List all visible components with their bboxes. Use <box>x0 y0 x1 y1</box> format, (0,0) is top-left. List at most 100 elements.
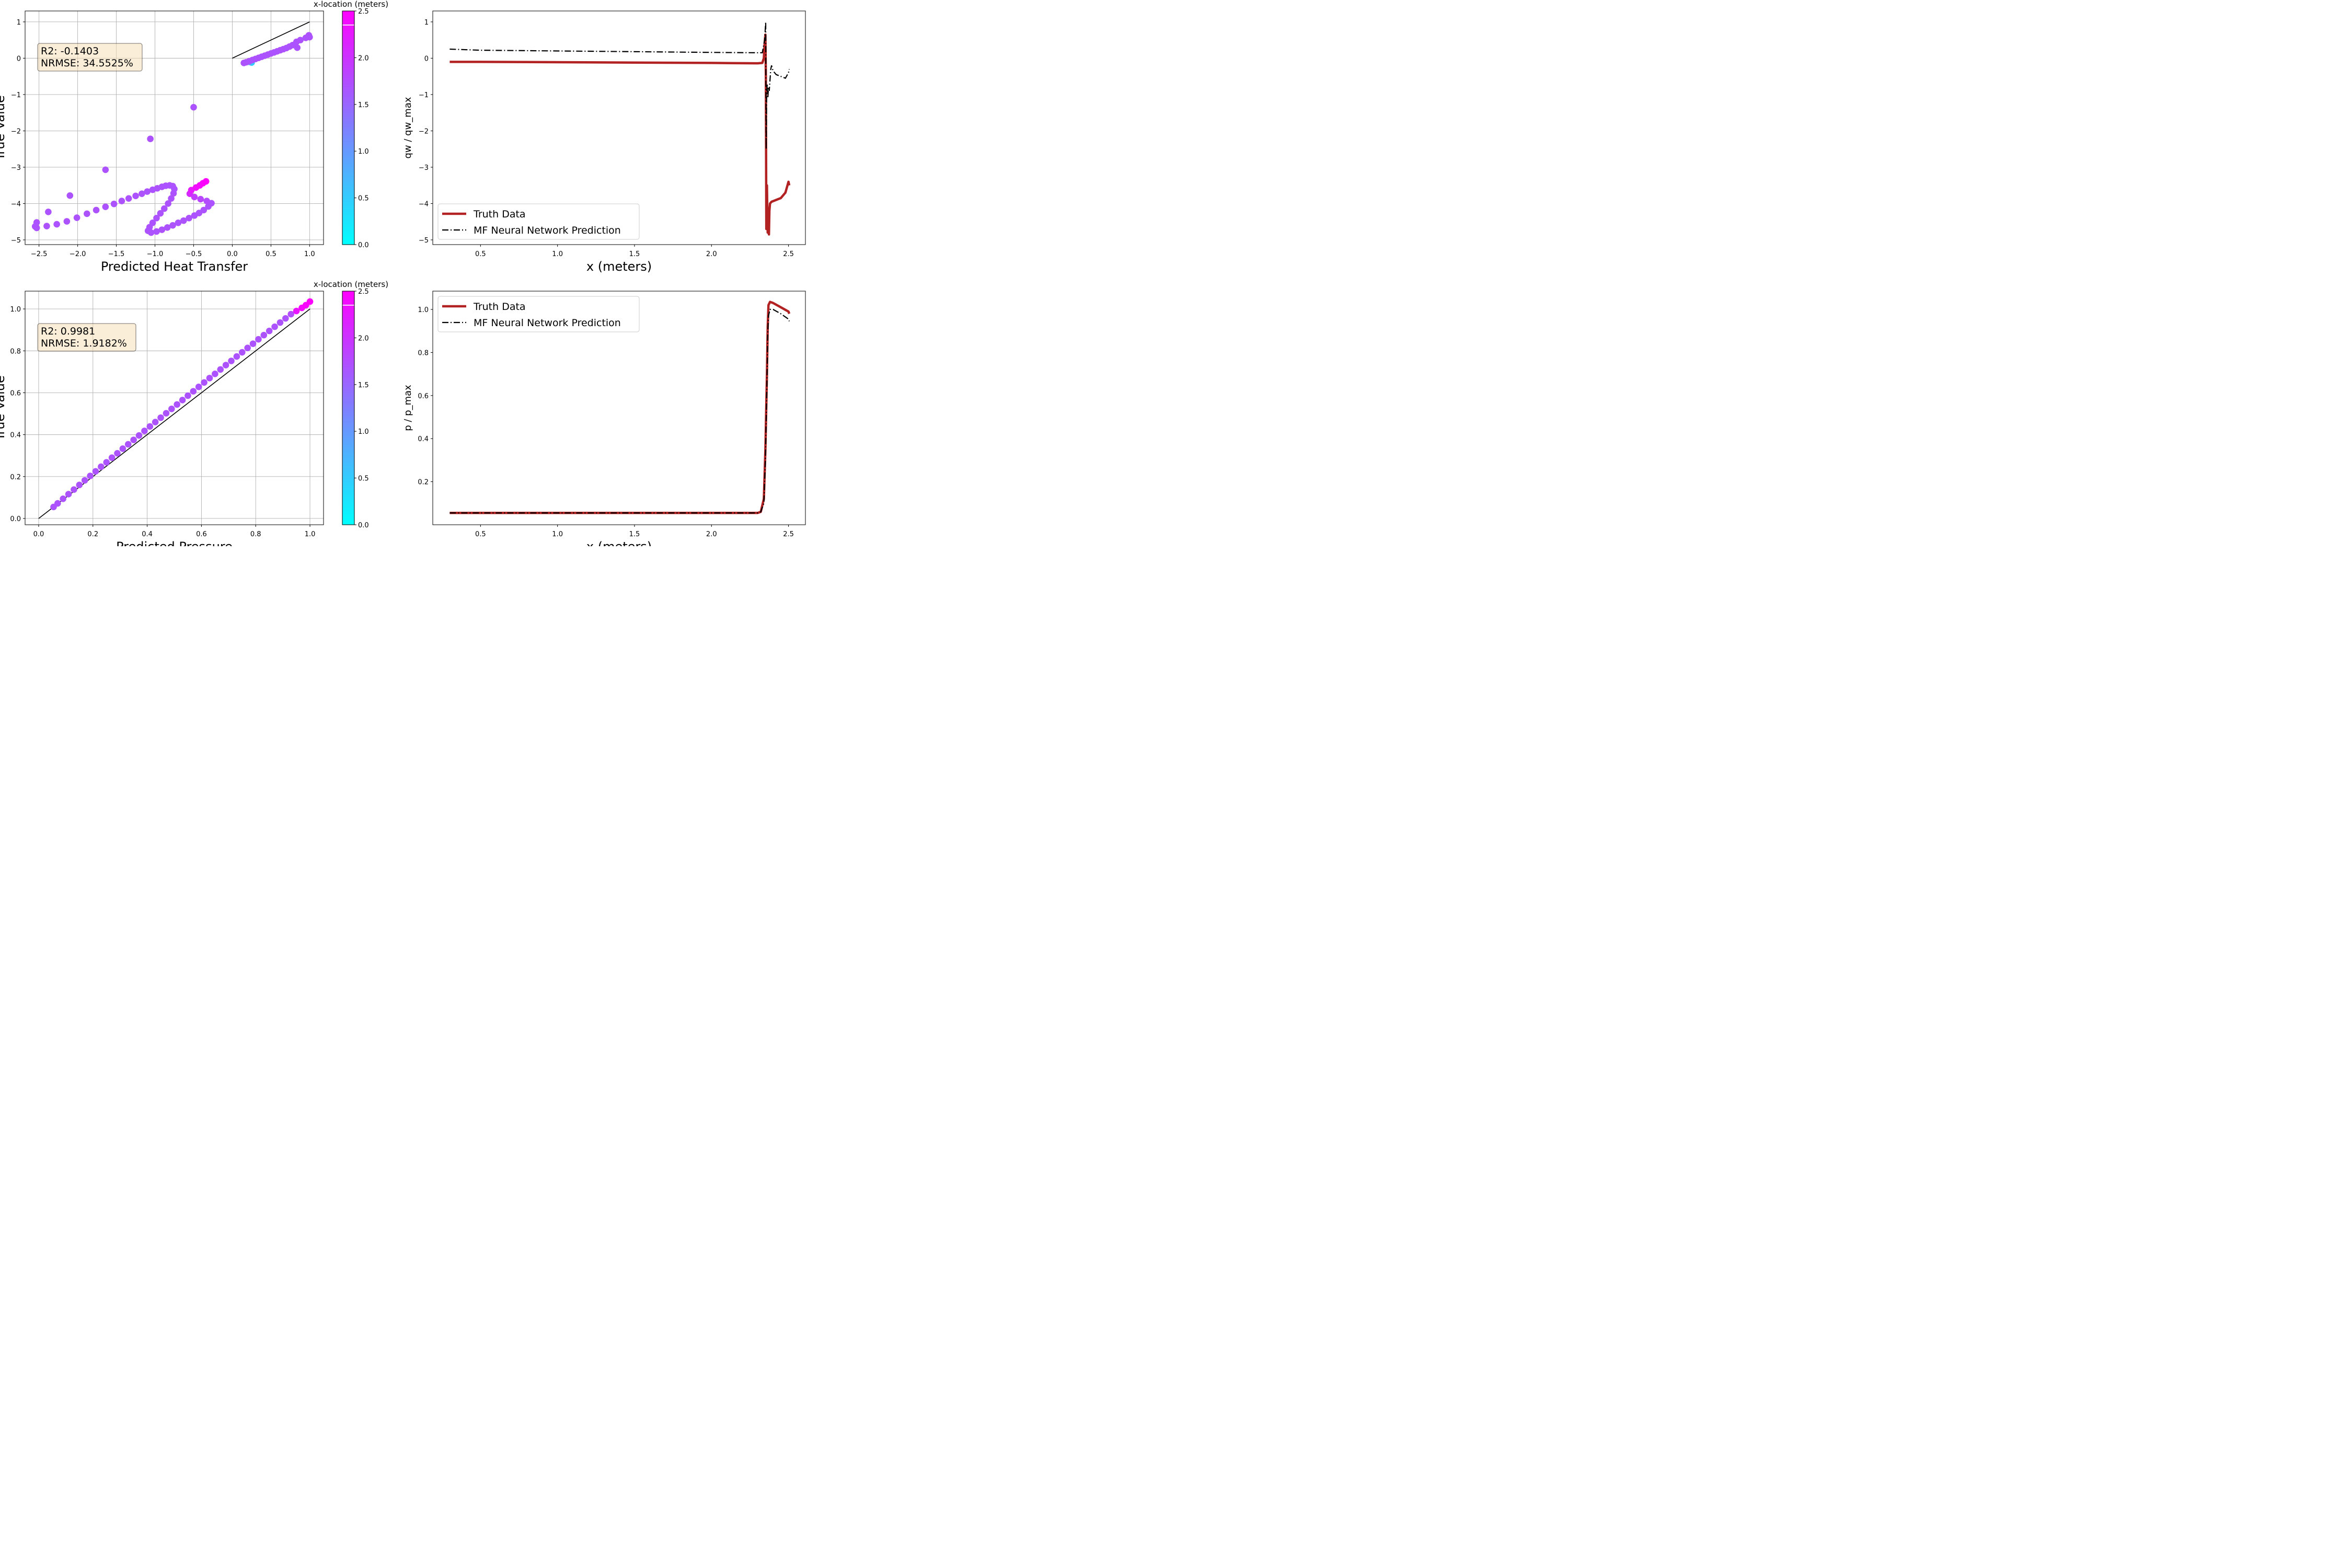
scatter-point <box>294 44 301 51</box>
scatter-point <box>54 500 61 507</box>
colorbar-frame <box>342 10 355 245</box>
scatter-point <box>297 37 304 43</box>
y-axis-label: p / p_max <box>402 385 413 431</box>
scatter-point <box>228 358 235 364</box>
scatter-point <box>84 210 90 217</box>
scatter-point <box>147 135 154 143</box>
x-axis-label: Predicted Heat Transfer <box>101 259 248 274</box>
plot-area <box>38 298 314 519</box>
x-axis-label: x (meters) <box>586 259 652 274</box>
panel-top-left: −2.5 −2.0 −1.5 −1.0 −0.5 0.0 0.5 1.0 −5 −4 −3 −2 −1 0… <box>0 0 388 274</box>
x-tick-label: 0.8 <box>250 531 261 538</box>
scatter-point <box>186 214 192 222</box>
scatter-point <box>276 319 284 326</box>
y-tick-label: 0.4 <box>418 435 429 443</box>
scatter-point <box>125 195 132 202</box>
scatter-point <box>158 226 166 233</box>
scatter-point <box>53 221 60 228</box>
axes-frame <box>25 291 324 525</box>
scatter-point <box>124 441 132 448</box>
scatter-point <box>201 379 207 386</box>
y-tick-label: 0.6 <box>418 393 429 400</box>
scatter-point <box>287 310 295 318</box>
colorbar-tick-label: 1.5 <box>358 382 369 389</box>
scatter-point <box>180 217 187 224</box>
scatter-point <box>170 190 177 197</box>
scatter-point <box>93 206 100 214</box>
legend-label: MF Neural Network Prediction <box>474 317 621 329</box>
scatter-point <box>153 228 160 235</box>
scatter-point <box>153 214 160 222</box>
colorbar-tick-label: 2.5 <box>358 288 369 296</box>
colorbar-tick-label: 0.0 <box>358 241 369 249</box>
scatter-point <box>102 203 109 211</box>
figure: −2.5 −2.0 −1.5 −1.0 −0.5 0.0 0.5 1.0−5−4−3−2−10… <box>0 0 806 546</box>
scatter-point <box>60 495 66 502</box>
stats-line: R2: -0.1403 <box>41 45 99 57</box>
stats-line: NRMSE: 1.9182% <box>41 338 127 349</box>
colorbar-tick-label: 1.5 <box>358 101 369 109</box>
y-tick-label: 1.0 <box>10 306 21 314</box>
scatter-point <box>165 200 171 207</box>
scatter-point <box>191 193 198 201</box>
scatter-point <box>102 166 109 174</box>
y-tick-label: −1 <box>419 91 429 99</box>
x-tick-label: −1.5 <box>108 250 125 258</box>
scatter-point <box>169 222 176 229</box>
scatter-point <box>185 392 191 399</box>
x-tick-label: −0.5 <box>186 250 202 258</box>
x-tick-label: 0.0 <box>33 531 44 538</box>
series-line-truth <box>449 301 791 514</box>
x-tick-label: 0.6 <box>196 531 207 538</box>
y-tick-label: 0 <box>17 55 21 63</box>
series-line-prediction <box>449 21 790 149</box>
scatter-point <box>202 178 210 185</box>
stats-line: NRMSE: 34.5525% <box>41 57 133 69</box>
plot-area <box>449 301 791 514</box>
scatter-point <box>190 103 197 111</box>
x-tick-label: 0.5 <box>475 250 486 258</box>
scatter-point <box>103 459 110 466</box>
scatter-point <box>157 210 164 217</box>
scatter-point <box>65 491 72 498</box>
x-tick-label: 1.0 <box>304 250 315 258</box>
colorbar-label: x-location (meters) <box>314 280 388 289</box>
series-line-truth <box>449 33 791 236</box>
stats-box-frame <box>37 323 136 352</box>
scatter-point <box>98 463 105 470</box>
scatter-point <box>197 195 204 203</box>
scatter-point <box>63 218 71 225</box>
scatter-point <box>132 192 139 200</box>
colorbar-tick-label: 0.0 <box>358 522 369 529</box>
axes-frame <box>432 291 806 525</box>
y-tick-label: 0.8 <box>418 349 429 357</box>
scatter-point <box>306 33 313 41</box>
x-tick-label: 1.0 <box>552 531 563 538</box>
y-tick-label: 0.2 <box>10 474 21 481</box>
scatter-point <box>71 486 77 493</box>
y-tick-label: 1.0 <box>418 306 429 314</box>
series-line-prediction <box>449 308 790 514</box>
x-tick-label: 0.2 <box>87 531 98 538</box>
scatter-point <box>293 307 300 315</box>
scatter-point <box>266 327 273 335</box>
x-tick-label: 2.5 <box>783 531 794 538</box>
scatter-point <box>168 406 175 412</box>
y-tick-label: −3 <box>419 164 429 172</box>
scatter-point <box>73 214 80 221</box>
scatter-point <box>306 298 314 305</box>
scatter-point <box>152 419 159 425</box>
scatter-point <box>141 428 148 434</box>
scatter-point <box>164 224 171 231</box>
reference-line <box>38 308 310 519</box>
axes-frame <box>25 10 324 245</box>
colorbar-tick-label: 2.0 <box>358 54 369 62</box>
scatter-point <box>200 206 207 214</box>
colorbar-tick-label: 0.5 <box>358 195 369 203</box>
scatter-point <box>118 198 125 204</box>
stats-line: R2: 0.9981 <box>41 326 95 337</box>
scatter-point <box>238 349 246 356</box>
x-tick-label: 1.5 <box>629 531 640 538</box>
scatter-point <box>110 200 118 207</box>
